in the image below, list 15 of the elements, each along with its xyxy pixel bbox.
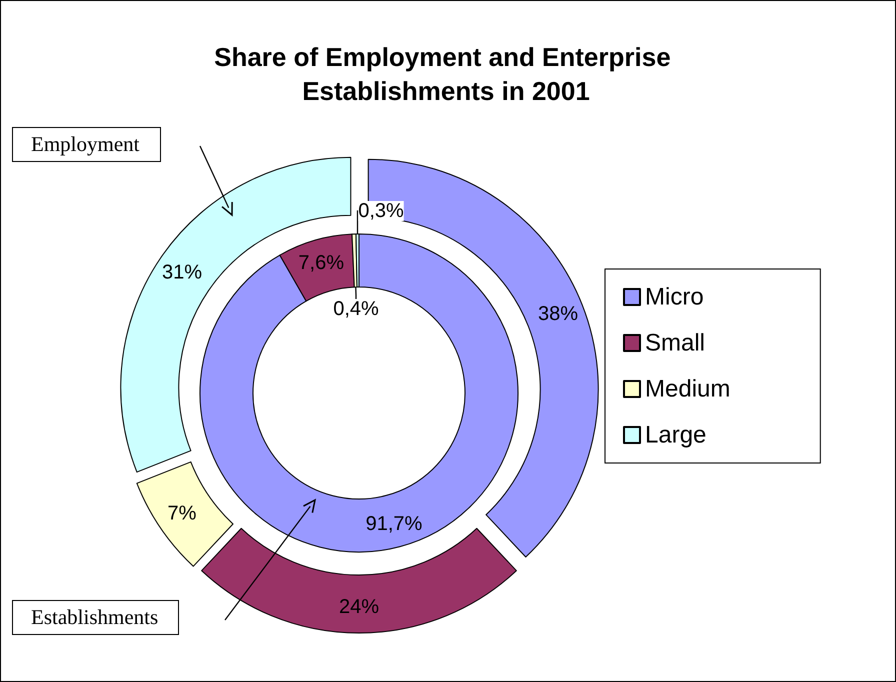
legend-label: Large <box>645 422 706 448</box>
data-label: 38% <box>538 303 578 326</box>
legend-label: Medium <box>645 376 730 402</box>
chart-title: Share of Employment and Enterprise Establishments in 2001 <box>214 42 678 106</box>
data-label: 0,3% <box>358 200 404 222</box>
data-label: 31% <box>162 262 202 284</box>
data-label: 7,6% <box>298 252 344 274</box>
legend-label: Micro <box>645 284 704 310</box>
data-label: 7% <box>168 502 197 524</box>
callout-box: Establishments <box>12 600 180 635</box>
data-label: 0,4% <box>333 298 380 320</box>
callout-box: Employment <box>12 127 160 162</box>
data-label: 24% <box>338 596 380 618</box>
data-label: 91,7% <box>366 512 422 535</box>
legend-label: Small <box>645 330 706 356</box>
